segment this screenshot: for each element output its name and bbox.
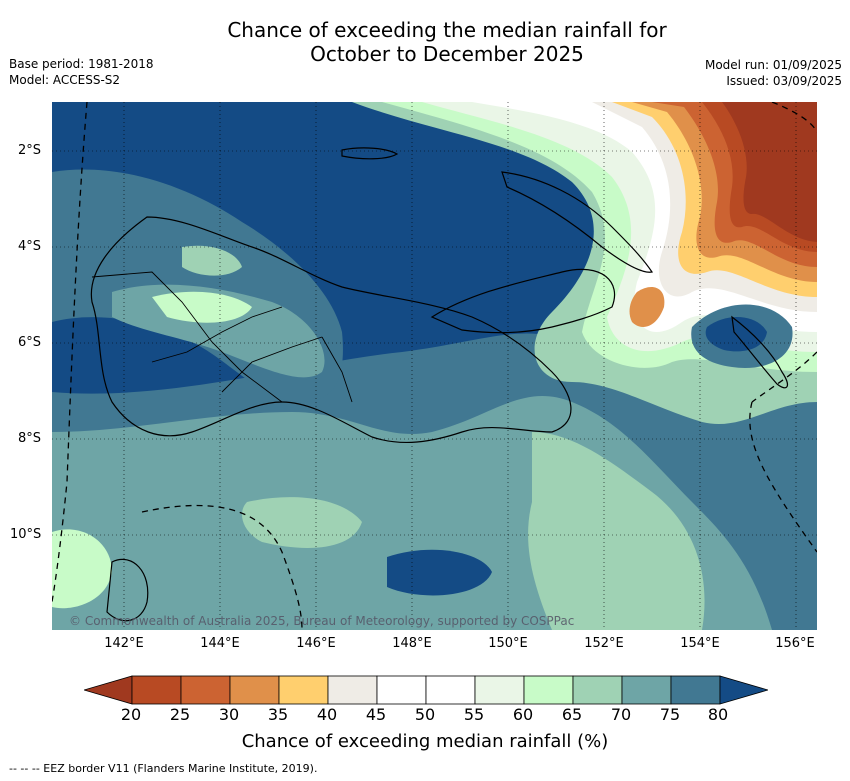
colorbar-cell	[474, 675, 525, 705]
colorbar-title: Chance of exceeding median rainfall (%)	[241, 731, 609, 752]
copyright-text: © Commonwealth of Australia 2025, Bureau…	[69, 614, 575, 628]
colorbar-cell	[229, 675, 280, 705]
colorbar-cell	[376, 675, 427, 705]
new-ireland-coast	[501, 171, 653, 273]
colorbar-extend-low	[84, 675, 133, 705]
colorbar-label-70: 70	[610, 705, 632, 724]
rainfall-map	[52, 102, 817, 630]
eez-borders	[52, 102, 817, 630]
model-run-text: Model run: 01/09/2025	[704, 58, 842, 72]
colorbar-cell	[327, 675, 378, 705]
title-line-1: Chance of exceeding the median rainfall …	[227, 18, 667, 42]
colorbar-label-65: 65	[561, 705, 583, 724]
colorbar-cell	[278, 675, 329, 705]
manus-coast	[341, 147, 399, 160]
lat-label-8s: 8°S	[18, 431, 42, 446]
chart-title: Chance of exceeding the median rainfall …	[0, 18, 850, 66]
zone-80-south	[387, 549, 492, 596]
colorbar-cell	[572, 675, 623, 705]
lon-label-150e: 150°E	[488, 636, 528, 651]
colorbar	[84, 675, 768, 705]
colorbar-label-50: 50	[414, 705, 436, 724]
base-period-text: Base period: 1981-2018	[9, 57, 154, 71]
colorbar-extend-high	[719, 675, 768, 705]
lon-label-154e: 154°E	[680, 636, 720, 651]
issued-text: Issued: 03/09/2025	[726, 74, 842, 88]
colorbar-cell	[180, 675, 231, 705]
lon-label-142e: 142°E	[104, 636, 144, 651]
province-borders	[91, 271, 353, 403]
lat-label-10s: 10°S	[10, 527, 42, 542]
bougainville-coast	[731, 315, 789, 389]
coastlines	[90, 147, 789, 622]
zone-60-southwest	[52, 529, 112, 609]
colorbar-cell	[621, 675, 672, 705]
lon-label-144e: 144°E	[200, 636, 240, 651]
zone-65-west	[182, 245, 242, 276]
lon-label-152e: 152°E	[584, 636, 624, 651]
colorbar-label-75: 75	[659, 705, 681, 724]
colorbar-label-55: 55	[463, 705, 485, 724]
colorbar-cell	[131, 675, 182, 705]
model-text: Model: ACCESS-S2	[9, 73, 121, 87]
meta-right: Model run: 01/09/2025 Issued: 03/09/2025	[705, 57, 842, 89]
title-line-2: October to December 2025	[310, 42, 584, 66]
lat-label-6s: 6°S	[18, 335, 42, 350]
zone-65-south	[528, 432, 705, 630]
colorbar-label-60: 60	[512, 705, 534, 724]
colorbar-cell	[670, 675, 721, 705]
lon-label-148e: 148°E	[392, 636, 432, 651]
lat-label-2s: 2°S	[18, 143, 42, 158]
gridlines	[52, 102, 817, 630]
colorbar-cell	[523, 675, 574, 705]
lat-label-4s: 4°S	[18, 239, 42, 254]
new-guinea-coast	[90, 216, 572, 444]
colorbar-label-40: 40	[316, 705, 338, 724]
meta-left: Base period: 1981-2018 Model: ACCESS-S2	[9, 56, 154, 88]
new-britain-coast	[430, 268, 616, 334]
zone-60-west	[152, 291, 252, 323]
cape-york-coast	[106, 558, 149, 622]
lon-label-146e: 146°E	[296, 636, 336, 651]
eez-legend: -- -- -- EEZ border V11 (Flanders Marine…	[9, 762, 318, 775]
zone-35-spot	[629, 287, 665, 327]
colorbar-label-35: 35	[267, 705, 289, 724]
colorbar-label-45: 45	[365, 705, 387, 724]
colorbar-label-30: 30	[218, 705, 240, 724]
zone-20-ne	[702, 102, 817, 242]
colorbar-label-20: 20	[120, 705, 142, 724]
colorbar-label-80: 80	[707, 705, 729, 724]
lon-label-156e: 156°E	[775, 636, 815, 651]
colorbar-cell	[425, 675, 476, 705]
colorbar-label-25: 25	[169, 705, 191, 724]
